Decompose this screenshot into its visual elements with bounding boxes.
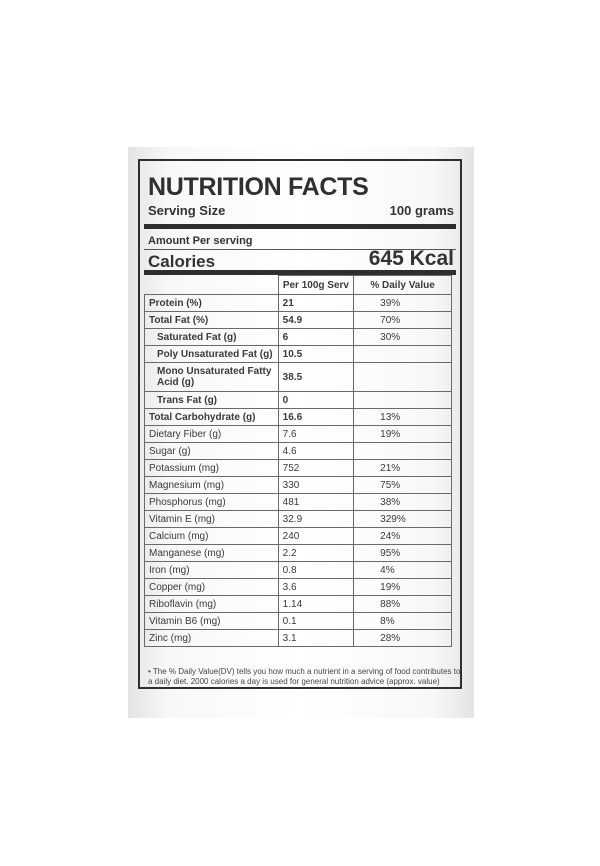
nutrition-card: NUTRITION FACTS Serving Size 100 grams A… [128,147,474,718]
nutrient-daily-value [353,362,452,392]
table-row: Mono Unsaturated Fatty Acid (g) 38.5 [144,362,452,392]
nutrient-daily-value: 21% [353,459,452,477]
nutrient-amount: 1.14 [277,595,355,613]
nutrient-amount: 240 [277,527,355,545]
nutrient-daily-value [353,391,452,409]
nutrient-daily-value: 38% [353,493,452,511]
thin-divider [144,249,456,250]
nutrient-amount: 481 [277,493,355,511]
table-row: Total Fat (%) 54.9 70% [144,311,452,329]
table-row: Riboflavin (mg) 1.14 88% [144,595,452,613]
table-row: Trans Fat (g) 0 [144,391,452,409]
nutrient-amount: 0 [277,391,355,409]
header-daily-value: % Daily Value [353,275,452,295]
nutrient-name: Phosphorus (mg) [144,493,279,511]
table-row: Vitamin B6 (mg) 0.1 8% [144,612,452,630]
table-row: Phosphorus (mg) 481 38% [144,493,452,511]
footnote: • The % Daily Value(DV) tells you how mu… [148,667,461,686]
nutrient-daily-value: 8% [353,612,452,630]
amount-per-serving: Amount Per serving [148,235,253,247]
header-per-serving: Per 100g Serv [277,275,355,295]
nutrient-name: Vitamin B6 (mg) [144,612,279,630]
nutrient-amount: 32.9 [277,510,355,528]
table-row: Sugar (g) 4.6 [144,442,452,460]
nutrient-name: Magnesium (mg) [144,476,279,494]
calories-label: Calories [148,252,216,271]
nutrient-amount: 54.9 [277,311,355,329]
nutrient-name: Trans Fat (g) [144,391,279,409]
nutrient-daily-value: 19% [353,425,452,443]
table-body: Protein (%) 21 39% Total Fat (%) 54.9 70% Satu… [144,294,452,647]
header-blank [144,275,279,295]
nutrient-daily-value [353,442,452,460]
nutrient-name: Riboflavin (mg) [144,595,279,613]
table-row: Zinc (mg) 3.1 28% [144,629,452,647]
nutrient-name: Saturated Fat (g) [144,328,279,346]
nutrient-daily-value [353,345,452,363]
nutrient-name: Zinc (mg) [144,629,279,647]
nutrient-daily-value: 75% [353,476,452,494]
table-row: Saturated Fat (g) 6 30% [144,328,452,346]
table-row: Calcium (mg) 240 24% [144,527,452,545]
nutrient-daily-value: 70% [353,311,452,329]
thick-divider [144,270,456,275]
nutrient-name: Total Carbohydrate (g) [144,408,279,426]
nutrient-amount: 2.2 [277,544,355,562]
nutrient-daily-value: 88% [353,595,452,613]
table-row: Magnesium (mg) 330 75% [144,476,452,494]
nutrient-name: Protein (%) [144,294,279,312]
nutrient-amount: 4.6 [277,442,355,460]
nutrient-name: Vitamin E (mg) [144,510,279,528]
nutrient-table: Per 100g Serv % Daily Value Protein (%) 2… [144,275,452,647]
nutrient-name: Dietary Fiber (g) [144,425,279,443]
nutrient-amount: 3.1 [277,629,355,647]
nutrient-name: Mono Unsaturated Fatty Acid (g) [144,362,279,392]
nutrient-name: Iron (mg) [144,561,279,579]
table-row: Copper (mg) 3.6 19% [144,578,452,596]
table-row: Dietary Fiber (g) 7.6 19% [144,425,452,443]
nutrient-name: Poly Unsaturated Fat (g) [144,345,279,363]
nutrient-amount: 3.6 [277,578,355,596]
nutrient-amount: 752 [277,459,355,477]
nutrient-amount: 330 [277,476,355,494]
nutrient-name: Sugar (g) [144,442,279,460]
nutrient-amount: 38.5 [277,362,355,392]
nutrition-label: NUTRITION FACTS Serving Size 100 grams A… [138,159,462,689]
table-row: Poly Unsaturated Fat (g) 10.5 [144,345,452,363]
nutrient-amount: 6 [277,328,355,346]
table-row: Protein (%) 21 39% [144,294,452,312]
thick-divider [144,224,456,229]
table-row: Vitamin E (mg) 32.9 329% [144,510,452,528]
table-header-row: Per 100g Serv % Daily Value [144,275,452,295]
table-row: Manganese (mg) 2.2 95% [144,544,452,562]
calories-value: 645 Kcal [368,247,454,270]
nutrient-amount: 10.5 [277,345,355,363]
nutrient-name: Manganese (mg) [144,544,279,562]
nutrient-daily-value: 30% [353,328,452,346]
nutrient-amount: 16.6 [277,408,355,426]
nutrient-amount: 0.8 [277,561,355,579]
nutrient-daily-value: 28% [353,629,452,647]
serving-size-label: Serving Size [148,203,226,218]
nutrient-amount: 0.1 [277,612,355,630]
nutrient-amount: 21 [277,294,355,312]
nutrient-daily-value: 13% [353,408,452,426]
label-title: NUTRITION FACTS [148,173,369,201]
table-row: Potassium (mg) 752 21% [144,459,452,477]
nutrient-daily-value: 39% [353,294,452,312]
nutrient-name: Total Fat (%) [144,311,279,329]
nutrient-name: Potassium (mg) [144,459,279,477]
nutrient-daily-value: 329% [353,510,452,528]
nutrient-name: Copper (mg) [144,578,279,596]
table-row: Iron (mg) 0.8 4% [144,561,452,579]
serving-size-value: 100 grams [389,203,454,218]
nutrient-amount: 7.6 [277,425,355,443]
nutrient-daily-value: 24% [353,527,452,545]
nutrient-name: Calcium (mg) [144,527,279,545]
nutrient-daily-value: 19% [353,578,452,596]
nutrient-daily-value: 95% [353,544,452,562]
nutrient-daily-value: 4% [353,561,452,579]
table-row: Total Carbohydrate (g) 16.6 13% [144,408,452,426]
